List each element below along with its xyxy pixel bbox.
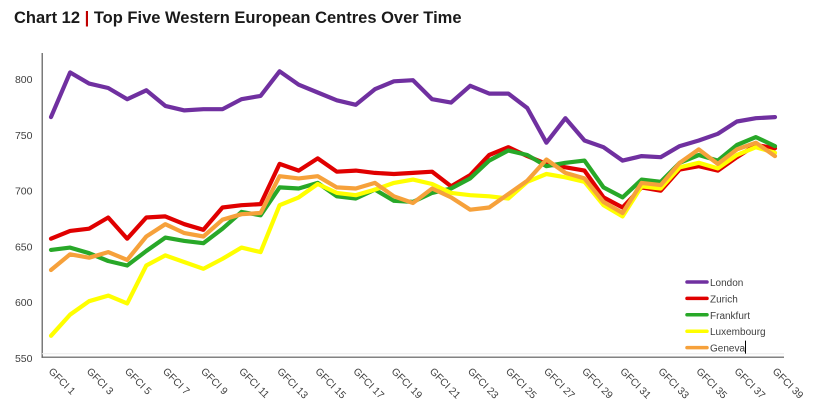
svg-text:GFCI 1: GFCI 1 [46,366,77,397]
svg-text:GFCI 19: GFCI 19 [389,366,424,401]
svg-text:GFCI 37: GFCI 37 [732,366,767,401]
svg-text:GFCI 17: GFCI 17 [351,366,386,401]
svg-text:Geneva: Geneva [710,344,745,355]
svg-text:GFCI 35: GFCI 35 [694,366,729,401]
svg-text:GFCI 33: GFCI 33 [656,366,691,401]
svg-text:GFCI 25: GFCI 25 [503,366,538,401]
svg-text:GFCI 9: GFCI 9 [198,366,229,397]
svg-text:GFCI 5: GFCI 5 [122,366,153,397]
svg-text:800: 800 [15,74,33,86]
svg-text:GFCI 11: GFCI 11 [236,366,271,401]
svg-text:GFCI 7: GFCI 7 [160,366,191,397]
svg-text:GFCI 21: GFCI 21 [427,366,462,401]
svg-text:GFCI 29: GFCI 29 [579,366,614,401]
svg-text:GFCI 27: GFCI 27 [541,366,576,401]
svg-text:Luxembourg: Luxembourg [710,327,766,338]
svg-text:Zurich: Zurich [710,294,738,305]
svg-text:London: London [710,278,743,289]
svg-text:550: 550 [15,353,33,365]
svg-text:GFCI 13: GFCI 13 [274,366,309,401]
svg-text:GFCI 3: GFCI 3 [84,366,115,397]
svg-text:GFCI 31: GFCI 31 [617,366,652,401]
svg-text:GFCI 15: GFCI 15 [313,366,348,401]
svg-text:600: 600 [15,297,33,309]
svg-text:750: 750 [15,130,33,142]
svg-text:650: 650 [15,241,33,253]
svg-text:700: 700 [15,186,33,198]
svg-text:GFCI 23: GFCI 23 [465,366,500,401]
svg-text:GFCI 39: GFCI 39 [770,366,805,401]
svg-text:Frankfurt: Frankfurt [710,311,750,322]
